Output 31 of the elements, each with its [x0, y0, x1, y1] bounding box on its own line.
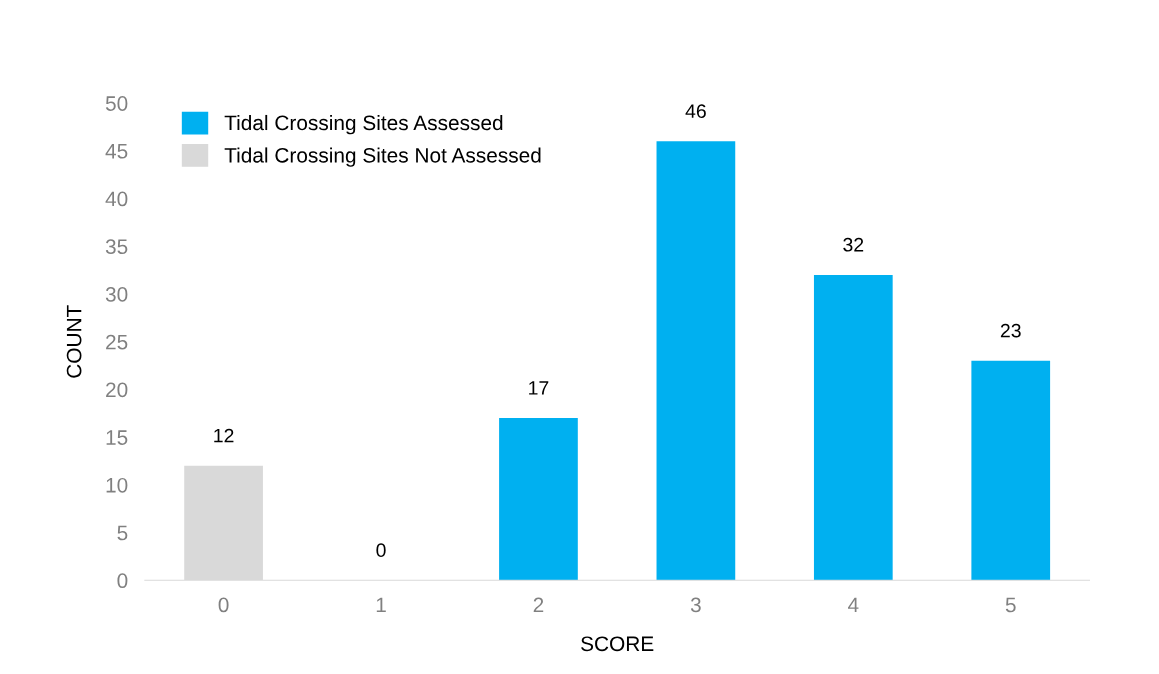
- y-tick-label: 50: [105, 96, 128, 111]
- y-tick-label: 30: [105, 287, 128, 302]
- bar: [971, 360, 1051, 581]
- x-axis-title: SCORE: [581, 636, 654, 652]
- y-tick-label: 25: [106, 334, 128, 350]
- legend-label: Tidal Crossing Sites Assessed: [224, 114, 503, 135]
- x-tick-label: 0: [218, 597, 229, 613]
- y-tick-label: 45: [105, 144, 128, 159]
- y-tick-label: 10: [106, 477, 128, 493]
- data-label: 17: [529, 381, 549, 395]
- data-label: 0: [376, 543, 386, 558]
- x-tick-label: 4: [848, 597, 859, 613]
- x-tick-label: 3: [690, 597, 701, 613]
- bar: [813, 274, 893, 581]
- bar: [656, 141, 736, 581]
- y-axis-title: COUNT: [66, 305, 82, 378]
- x-tick-label: 1: [376, 597, 386, 613]
- y-tick-label: 0: [117, 573, 128, 589]
- y-tick-label: 20: [106, 382, 128, 398]
- y-tick-label: 40: [105, 191, 128, 207]
- y-tick-label: 35: [105, 239, 128, 255]
- x-tick-label: 2: [533, 597, 544, 613]
- data-label: 46: [685, 104, 706, 119]
- x-tick-label: 5: [1005, 597, 1016, 613]
- data-label: 23: [1000, 323, 1021, 338]
- data-label: 32: [843, 237, 864, 252]
- y-tick-label: 15: [106, 430, 128, 445]
- data-label: 12: [214, 428, 234, 443]
- bar: [499, 418, 578, 581]
- legend-label: Tidal Crossing Sites Not Assessed: [224, 147, 541, 167]
- y-tick-label: 5: [117, 525, 128, 541]
